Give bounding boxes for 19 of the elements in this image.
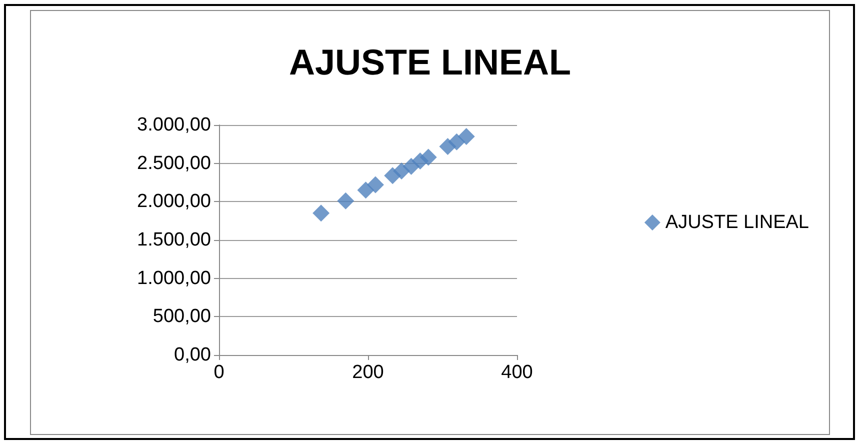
y-tick-label: 2.500,00 bbox=[137, 152, 211, 174]
legend-label: AJUSTE LINEAL bbox=[665, 212, 810, 233]
y-tick-label: 500,00 bbox=[152, 306, 211, 328]
y-tick-label: 1.500,00 bbox=[137, 230, 211, 250]
x-tick-label: 200 bbox=[352, 362, 384, 383]
y-tick-label: 2.000,00 bbox=[137, 191, 211, 212]
point bbox=[366, 176, 384, 194]
y-tick-label: 3.000,00 bbox=[137, 114, 211, 136]
x-tick-label: 400 bbox=[501, 362, 533, 383]
point bbox=[337, 192, 354, 210]
y-tick-label: 1.000,00 bbox=[137, 268, 211, 289]
point bbox=[448, 133, 466, 150]
y-tick-label: 0,00 bbox=[174, 344, 211, 366]
x-tick-label: 0 bbox=[214, 362, 224, 383]
chart-title: AJUSTE LINEAL bbox=[288, 42, 572, 82]
point bbox=[458, 128, 475, 145]
point bbox=[420, 148, 437, 166]
point bbox=[357, 182, 374, 199]
point bbox=[312, 204, 330, 222]
